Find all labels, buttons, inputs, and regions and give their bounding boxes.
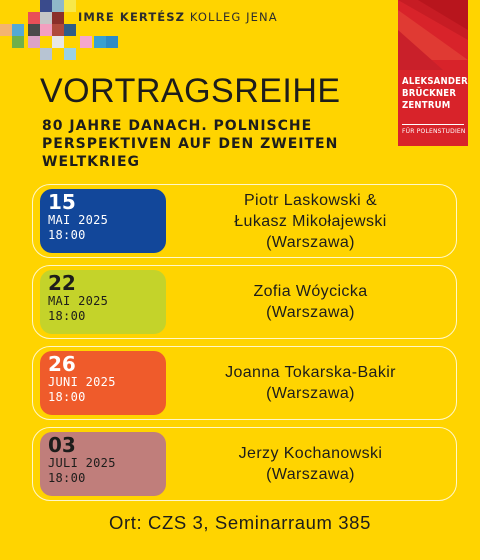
kolleg-name-rest: KOLLEG JENA [185,10,278,24]
event-day: 15 [48,190,76,214]
kolleg-name: IMRE KERTÉSZ KOLLEG JENA [78,10,278,24]
zentrum-name-line: ZENTRUM [402,100,451,111]
event-speaker: Jerzy Kochanowski (Warszawa) [173,428,448,500]
event-card: 22 MAI 2025 18:00 Zofia Wóycicka (Warsza… [32,265,457,339]
zentrum-logo: ALEKSANDER BRÜCKNER ZENTRUM FÜR POLENSTU… [398,0,468,146]
event-speaker: Piotr Laskowski & Łukasz Mikołajewski (W… [173,185,448,257]
event-speaker: Zofia Wóycicka (Warszawa) [173,266,448,338]
zentrum-name-line: BRÜCKNER [402,88,457,99]
event-speaker: Joanna Tokarska-Bakir (Warszawa) [173,347,448,419]
zentrum-logo-pattern [398,0,468,70]
zentrum-name: ALEKSANDER BRÜCKNER ZENTRUM [402,76,468,112]
zentrum-subtitle: FÜR POLENSTUDIEN [402,128,466,135]
event-time: 18:00 [48,309,86,323]
speaker-line: (Warszawa) [266,466,355,483]
event-day: 03 [48,433,76,457]
event-date-box: 15 MAI 2025 18:00 [40,189,166,253]
event-card: 26 JUNI 2025 18:00 Joanna Tokarska-Bakir… [32,346,457,420]
series-title: VORTRAGSREIHE [40,72,341,110]
event-card: 03 JULI 2025 18:00 Jerzy Kochanowski (Wa… [32,427,457,501]
event-time: 18:00 [48,228,86,242]
zentrum-divider [402,124,464,125]
event-time: 18:00 [48,471,86,485]
speaker-line: Jerzy Kochanowski [238,445,383,462]
event-month: MAI 2025 [48,294,109,308]
event-day: 26 [48,352,76,376]
event-month: MAI 2025 [48,213,109,227]
series-subtitle: 80 JAHRE DANACH. POLNISCHE PERSPEKTIVEN … [42,118,339,170]
speaker-line: Łukasz Mikołajewski [234,212,387,230]
speaker-line: Zofia Wóycicka [253,283,368,300]
kolleg-logo-mosaic [0,0,130,60]
event-time: 18:00 [48,390,86,404]
speaker-line: (Warszawa) [266,304,355,321]
speaker-line: Joanna Tokarska-Bakir [225,364,396,381]
event-month: JUNI 2025 [48,375,116,389]
event-date-box: 03 JULI 2025 18:00 [40,432,166,496]
kolleg-name-bold: IMRE KERTÉSZ [78,10,186,24]
event-date-box: 26 JUNI 2025 18:00 [40,351,166,415]
zentrum-name-line: ALEKSANDER [402,76,468,87]
speaker-line: (Warszawa) [266,385,355,402]
event-month: JULI 2025 [48,456,116,470]
event-card: 15 MAI 2025 18:00 Piotr Laskowski & Łuka… [32,184,457,258]
event-day: 22 [48,271,76,295]
speaker-line: Piotr Laskowski & [243,191,378,209]
event-date-box: 22 MAI 2025 18:00 [40,270,166,334]
event-location: Ort: CZS 3, Seminarraum 385 [109,512,371,533]
speaker-line: (Warszawa) [266,233,355,251]
